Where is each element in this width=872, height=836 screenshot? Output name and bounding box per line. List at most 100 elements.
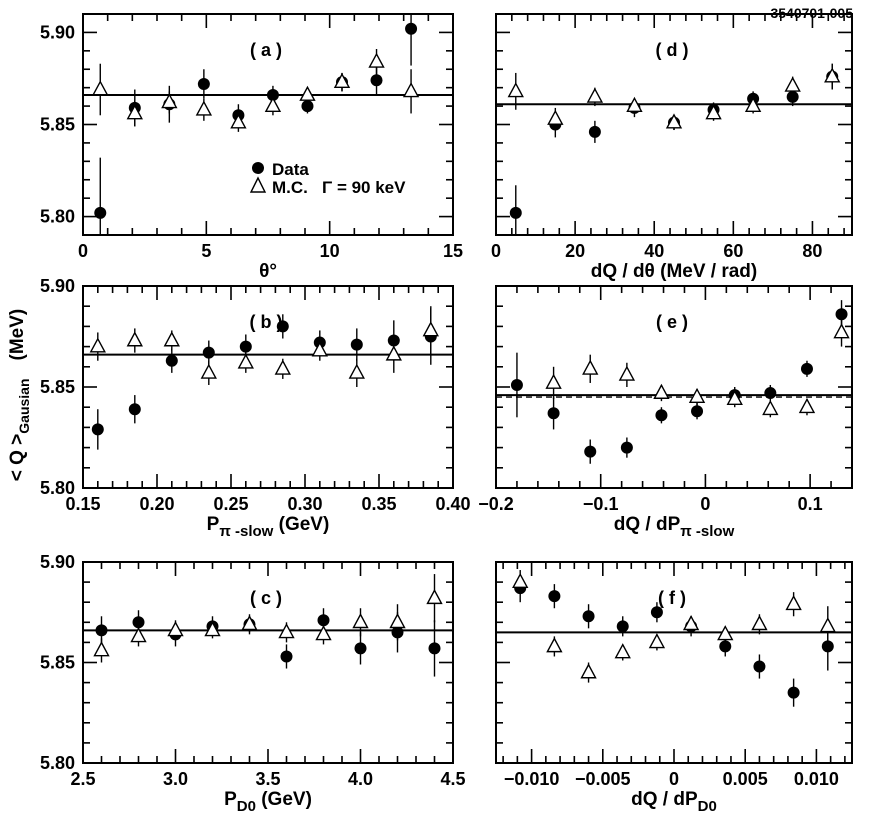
data-point: [128, 403, 141, 416]
mc-point: [368, 52, 385, 68]
data-point: [764, 387, 777, 400]
x-tick-label: 80: [802, 241, 822, 261]
data-point: [786, 90, 799, 103]
x-tick-label: −0.2: [478, 494, 514, 514]
mc-point: [547, 109, 564, 125]
x-tick-label: 15: [443, 241, 463, 261]
mc-point: [278, 623, 295, 639]
mc-point: [785, 594, 802, 611]
mc-point: [311, 341, 328, 357]
mc-point: [89, 337, 106, 353]
mc-point: [833, 323, 850, 339]
mc-point: [195, 100, 213, 116]
mc-point: [161, 93, 178, 109]
x-tick-label: 0: [700, 494, 710, 514]
open-triangle-icon: [249, 176, 267, 193]
data-point: [95, 624, 108, 637]
y-tick-label: 5.85: [40, 653, 75, 673]
panel-title: ( f ): [658, 588, 686, 608]
mc-point: [126, 331, 143, 347]
y-tick-label: 5.90: [40, 552, 75, 572]
data-point: [582, 610, 595, 623]
x-tick-label: 4.5: [440, 769, 465, 789]
x-axis-label: dQ / dPD0: [631, 789, 717, 815]
mc-point: [348, 363, 365, 379]
x-tick-label: 0.20: [139, 494, 174, 514]
panel-title: ( b ): [250, 312, 283, 332]
y-tick-label: 5.90: [40, 22, 75, 42]
x-tick-label: 2.5: [70, 769, 95, 789]
panel-title: ( e ): [656, 312, 688, 332]
x-tick-label: 3.0: [163, 769, 188, 789]
mc-point: [333, 72, 351, 89]
x-tick-label: 40: [644, 241, 664, 261]
mc-point: [726, 389, 743, 406]
mc-point: [230, 113, 247, 129]
mc-point: [352, 613, 369, 629]
data-point: [616, 620, 629, 633]
data-point: [428, 642, 441, 655]
mc-point: [784, 76, 801, 92]
data-point: [584, 445, 597, 458]
x-axis-label: dQ / dPπ -slow: [614, 514, 735, 540]
data-point: [202, 346, 215, 359]
mc-point: [717, 625, 734, 641]
data-point: [350, 338, 363, 351]
data-point: [91, 423, 104, 436]
y-tick-label: 5.80: [40, 753, 75, 773]
x-tick-label: 20: [565, 241, 585, 261]
y-tick-label: 5.85: [40, 377, 75, 397]
x-tick-label: 0: [669, 769, 679, 789]
mc-point: [426, 588, 443, 605]
x-axis-label: Pπ -slow (GeV): [207, 514, 330, 540]
mc-point: [385, 345, 402, 361]
data-point: [800, 362, 813, 375]
x-tick-label: 0.010: [794, 769, 839, 789]
mc-point: [92, 80, 109, 96]
y-tick-label: 5.80: [40, 478, 75, 498]
mc-point: [546, 637, 563, 653]
data-point: [94, 206, 107, 219]
x-axis-label: θ°: [259, 261, 277, 282]
data-point: [655, 409, 668, 422]
mc-point: [653, 383, 670, 399]
x-tick-label: 0.40: [435, 494, 470, 514]
panel-b: 0.15 0.20 0.25 0.30 0.35 0.40 5.80 5.85 5.90 ( b …: [40, 276, 471, 540]
mc-point: [819, 617, 836, 633]
mc-point: [274, 359, 291, 375]
mc-point: [648, 633, 666, 649]
x-tick-label: 10: [320, 241, 340, 261]
data-point: [280, 650, 293, 663]
data-point: [370, 74, 383, 87]
mc-point: [512, 572, 529, 588]
mc-point: [241, 615, 258, 631]
data-point: [650, 606, 663, 619]
mc-point: [586, 87, 604, 103]
mc-point: [688, 387, 706, 403]
x-tick-label: −0.010: [504, 769, 560, 789]
panel-c: 2.5 3.0 3.5 4.0 4.5 5.80 5.85 5.90 ( c ) PD0 (GeV…: [40, 552, 466, 815]
mc-point: [200, 363, 217, 379]
panel-title: ( d ): [656, 40, 689, 60]
x-tick-label: 5: [201, 241, 211, 261]
x-tick-label: 0: [491, 241, 501, 261]
data-point: [719, 640, 732, 653]
y-tick-label: 5.80: [40, 207, 75, 227]
data-point: [301, 100, 314, 113]
data-point: [239, 340, 252, 353]
x-tick-label: −0.005: [575, 769, 631, 789]
legend-mc-label: M.C.: [272, 178, 308, 197]
mc-point: [264, 96, 282, 112]
data-point: [548, 590, 561, 603]
data-point: [588, 125, 601, 138]
mc-point: [545, 373, 562, 389]
data-point: [354, 642, 367, 655]
x-tick-label: 0.15: [65, 494, 100, 514]
mc-point: [130, 627, 147, 643]
mc-point: [315, 625, 332, 641]
data-point: [132, 616, 145, 629]
x-axis-label: PD0 (GeV): [224, 789, 312, 815]
mc-point: [580, 663, 597, 679]
mc-point: [618, 365, 636, 381]
